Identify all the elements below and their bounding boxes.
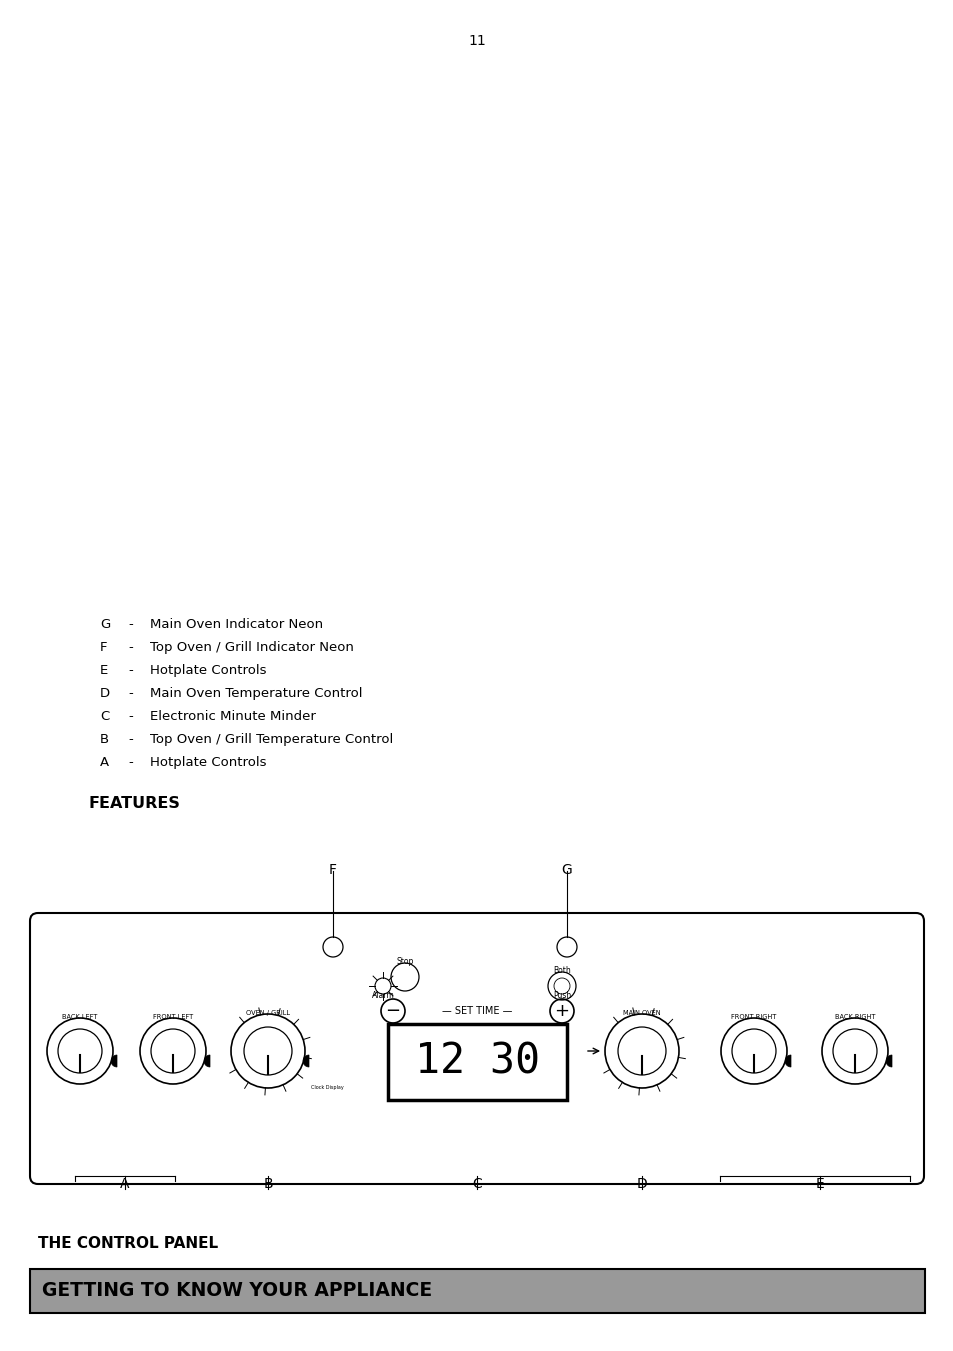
Text: Top Oven / Grill Indicator Neon: Top Oven / Grill Indicator Neon: [150, 640, 354, 654]
Text: G: G: [100, 617, 111, 631]
Text: 12 30: 12 30: [415, 1042, 539, 1084]
Text: Both: Both: [553, 966, 570, 975]
Text: A: A: [100, 757, 109, 769]
Text: F: F: [329, 863, 336, 877]
Text: -: -: [128, 757, 132, 769]
Text: F: F: [100, 640, 108, 654]
Text: BACK LEFT: BACK LEFT: [62, 1015, 97, 1020]
Text: A: A: [120, 1177, 130, 1192]
Text: -: -: [128, 711, 132, 723]
Text: G: G: [561, 863, 572, 877]
Text: C: C: [100, 711, 110, 723]
Wedge shape: [885, 1055, 891, 1067]
Text: D: D: [100, 688, 110, 700]
Text: 11: 11: [468, 34, 485, 49]
Text: Hotplate Controls: Hotplate Controls: [150, 663, 266, 677]
Text: Alarm: Alarm: [372, 992, 394, 1000]
Text: B: B: [263, 1177, 273, 1192]
Text: +: +: [554, 1002, 569, 1020]
Text: OVEN / GRILL: OVEN / GRILL: [246, 1011, 290, 1016]
Text: −: −: [385, 1002, 400, 1020]
FancyBboxPatch shape: [30, 913, 923, 1183]
Text: D: D: [636, 1177, 647, 1192]
Wedge shape: [303, 1055, 309, 1067]
Text: FEATURES: FEATURES: [88, 796, 180, 811]
Text: FRONT RIGHT: FRONT RIGHT: [731, 1015, 776, 1020]
Wedge shape: [784, 1055, 790, 1067]
Wedge shape: [204, 1055, 210, 1067]
Text: MAIN OVEN: MAIN OVEN: [622, 1011, 660, 1016]
Text: — SET TIME —: — SET TIME —: [441, 1006, 512, 1016]
Text: Electronic Minute Minder: Electronic Minute Minder: [150, 711, 315, 723]
Text: FRONT LEFT: FRONT LEFT: [152, 1015, 193, 1020]
Text: -: -: [128, 640, 132, 654]
Text: C: C: [472, 1177, 481, 1192]
Text: -: -: [128, 688, 132, 700]
Text: -: -: [128, 663, 132, 677]
Text: GETTING TO KNOW YOUR APPLIANCE: GETTING TO KNOW YOUR APPLIANCE: [42, 1282, 432, 1301]
Text: E: E: [815, 1177, 823, 1192]
Text: B: B: [100, 734, 109, 746]
Text: BACK RIGHT: BACK RIGHT: [834, 1015, 874, 1020]
FancyBboxPatch shape: [388, 1024, 566, 1100]
Wedge shape: [111, 1055, 117, 1067]
Text: E: E: [100, 663, 108, 677]
Text: Main Oven Indicator Neon: Main Oven Indicator Neon: [150, 617, 323, 631]
Text: -: -: [128, 617, 132, 631]
Text: Hotplate Controls: Hotplate Controls: [150, 757, 266, 769]
Text: THE CONTROL PANEL: THE CONTROL PANEL: [38, 1236, 218, 1251]
Text: -: -: [128, 734, 132, 746]
Text: Push: Push: [553, 992, 571, 1000]
Text: Clock Display: Clock Display: [311, 1085, 343, 1090]
Text: Top Oven / Grill Temperature Control: Top Oven / Grill Temperature Control: [150, 734, 393, 746]
Text: Stop: Stop: [395, 957, 414, 966]
Bar: [30, 1269, 924, 1313]
Text: Main Oven Temperature Control: Main Oven Temperature Control: [150, 688, 362, 700]
